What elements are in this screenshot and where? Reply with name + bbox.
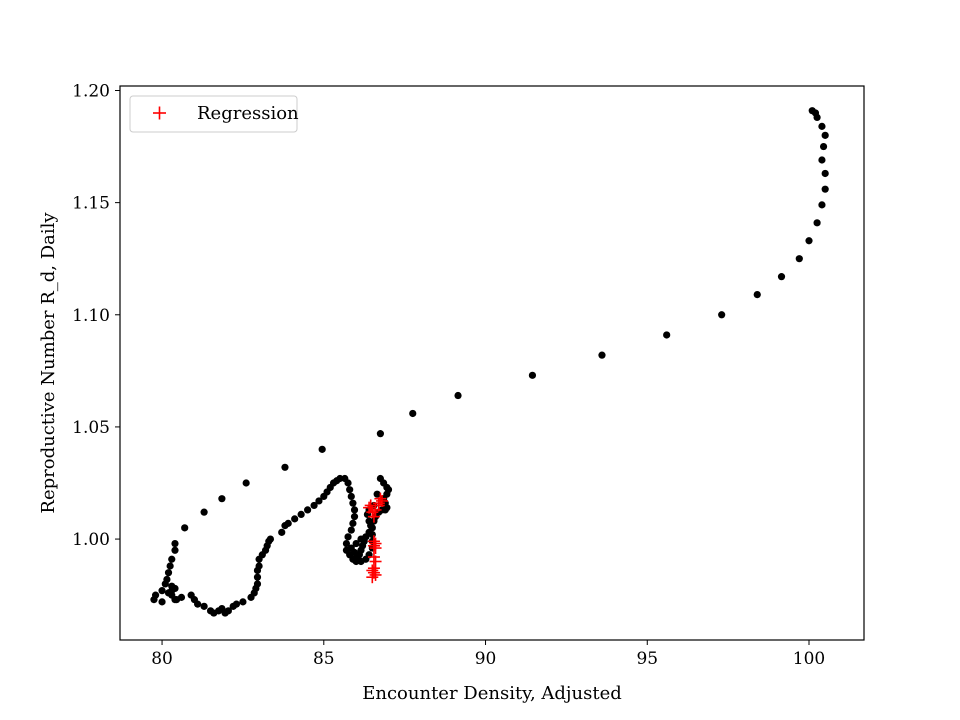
- data-point: [777, 273, 786, 281]
- legend-label-regression: Regression: [197, 103, 299, 124]
- data-point: [158, 598, 166, 606]
- data-point: [194, 600, 202, 608]
- data-point: [718, 311, 726, 319]
- data-point: [181, 524, 189, 532]
- legend-marker-plus-icon: [153, 106, 166, 120]
- data-point: [818, 156, 826, 164]
- data-point: [150, 596, 158, 604]
- data-point: [242, 479, 250, 487]
- data-point: [297, 510, 305, 518]
- x-tick-label: 95: [636, 649, 658, 669]
- legend-box: [129, 95, 298, 133]
- data-point: [349, 519, 357, 527]
- data-point: [373, 490, 381, 498]
- data-point: [347, 544, 355, 552]
- y-tick-label: 1.15: [72, 194, 110, 214]
- data-point: [813, 113, 821, 122]
- series-layer: [150, 107, 829, 617]
- data-point: [663, 331, 671, 339]
- series-regression: [363, 492, 389, 584]
- data-point: [218, 495, 226, 503]
- x-axis: 80 85 90 95 100: [151, 640, 825, 669]
- data-point: [224, 607, 232, 615]
- data-point: [819, 142, 828, 151]
- data-point: [409, 409, 417, 418]
- data-point: [164, 569, 173, 577]
- regression-point: [374, 492, 387, 505]
- data-point: [158, 587, 166, 595]
- data-point: [166, 562, 174, 570]
- data-point: [349, 499, 357, 507]
- data-point: [342, 539, 351, 548]
- regression-point: [366, 571, 379, 584]
- x-axis-label: Encounter Density, Adjusted: [362, 683, 622, 704]
- y-tick-label: 1.20: [72, 81, 110, 101]
- regression-point: [369, 542, 382, 555]
- regression-point: [369, 555, 382, 568]
- data-point: [171, 546, 179, 554]
- plot-frame: [119, 85, 865, 641]
- data-point: [795, 255, 803, 263]
- data-point: [818, 201, 826, 209]
- data-point: [352, 539, 360, 548]
- data-point: [821, 131, 829, 139]
- data-point: [284, 519, 292, 527]
- data-point: [161, 580, 169, 588]
- data-point: [528, 371, 537, 379]
- data-point: [310, 501, 318, 510]
- data-point: [278, 528, 286, 536]
- x-tick-label: 85: [313, 649, 335, 669]
- data-point: [813, 219, 821, 227]
- regression-point: [372, 499, 385, 512]
- data-point: [304, 506, 312, 514]
- data-point: [821, 169, 829, 178]
- data-point: [232, 600, 241, 608]
- data-point: [200, 602, 208, 610]
- data-point: [347, 492, 355, 501]
- x-tick-label: 80: [151, 649, 173, 669]
- data-point: [350, 506, 359, 514]
- data-point: [281, 463, 289, 471]
- data-point: [818, 122, 826, 130]
- data-point: [200, 508, 208, 516]
- data-point: [821, 185, 829, 193]
- data-point: [315, 497, 323, 505]
- y-tick-label: 1.05: [72, 418, 110, 438]
- data-point: [344, 479, 352, 487]
- y-axis-label: Reproductive Number R_d, Daily: [38, 212, 59, 514]
- plot-area: [150, 107, 829, 617]
- data-point: [367, 522, 375, 530]
- data-point: [454, 391, 462, 400]
- y-axis: 1.00 1.05 1.10 1.15 1.20: [72, 81, 120, 550]
- data-point: [253, 573, 262, 581]
- data-point: [598, 351, 606, 359]
- data-point: [376, 430, 384, 438]
- data-point: [346, 486, 354, 494]
- y-tick-label: 1.00: [72, 530, 110, 550]
- data-point: [318, 445, 326, 453]
- data-point: [357, 535, 365, 543]
- data-point: [168, 555, 176, 563]
- data-point: [350, 513, 359, 521]
- y-tick-label: 1.10: [72, 306, 110, 326]
- data-point: [255, 562, 263, 570]
- data-point: [376, 474, 384, 483]
- x-tick-label: 100: [793, 649, 825, 669]
- data-point: [291, 515, 299, 523]
- regression-point: [367, 539, 380, 552]
- x-tick-label: 90: [475, 649, 497, 669]
- data-point: [177, 593, 186, 601]
- regression-point: [367, 510, 380, 523]
- data-point: [344, 533, 352, 541]
- data-point: [805, 237, 813, 245]
- data-point: [753, 290, 761, 299]
- data-point: [239, 598, 247, 606]
- data-point: [266, 535, 275, 543]
- data-point: [347, 526, 355, 534]
- legend: Regression: [129, 95, 299, 133]
- data-point: [171, 539, 179, 548]
- data-point: [253, 580, 262, 588]
